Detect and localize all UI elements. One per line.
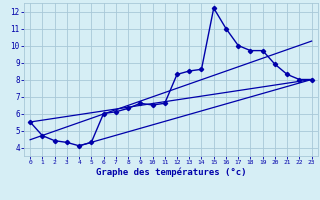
X-axis label: Graphe des températures (°c): Graphe des températures (°c) bbox=[96, 168, 246, 177]
